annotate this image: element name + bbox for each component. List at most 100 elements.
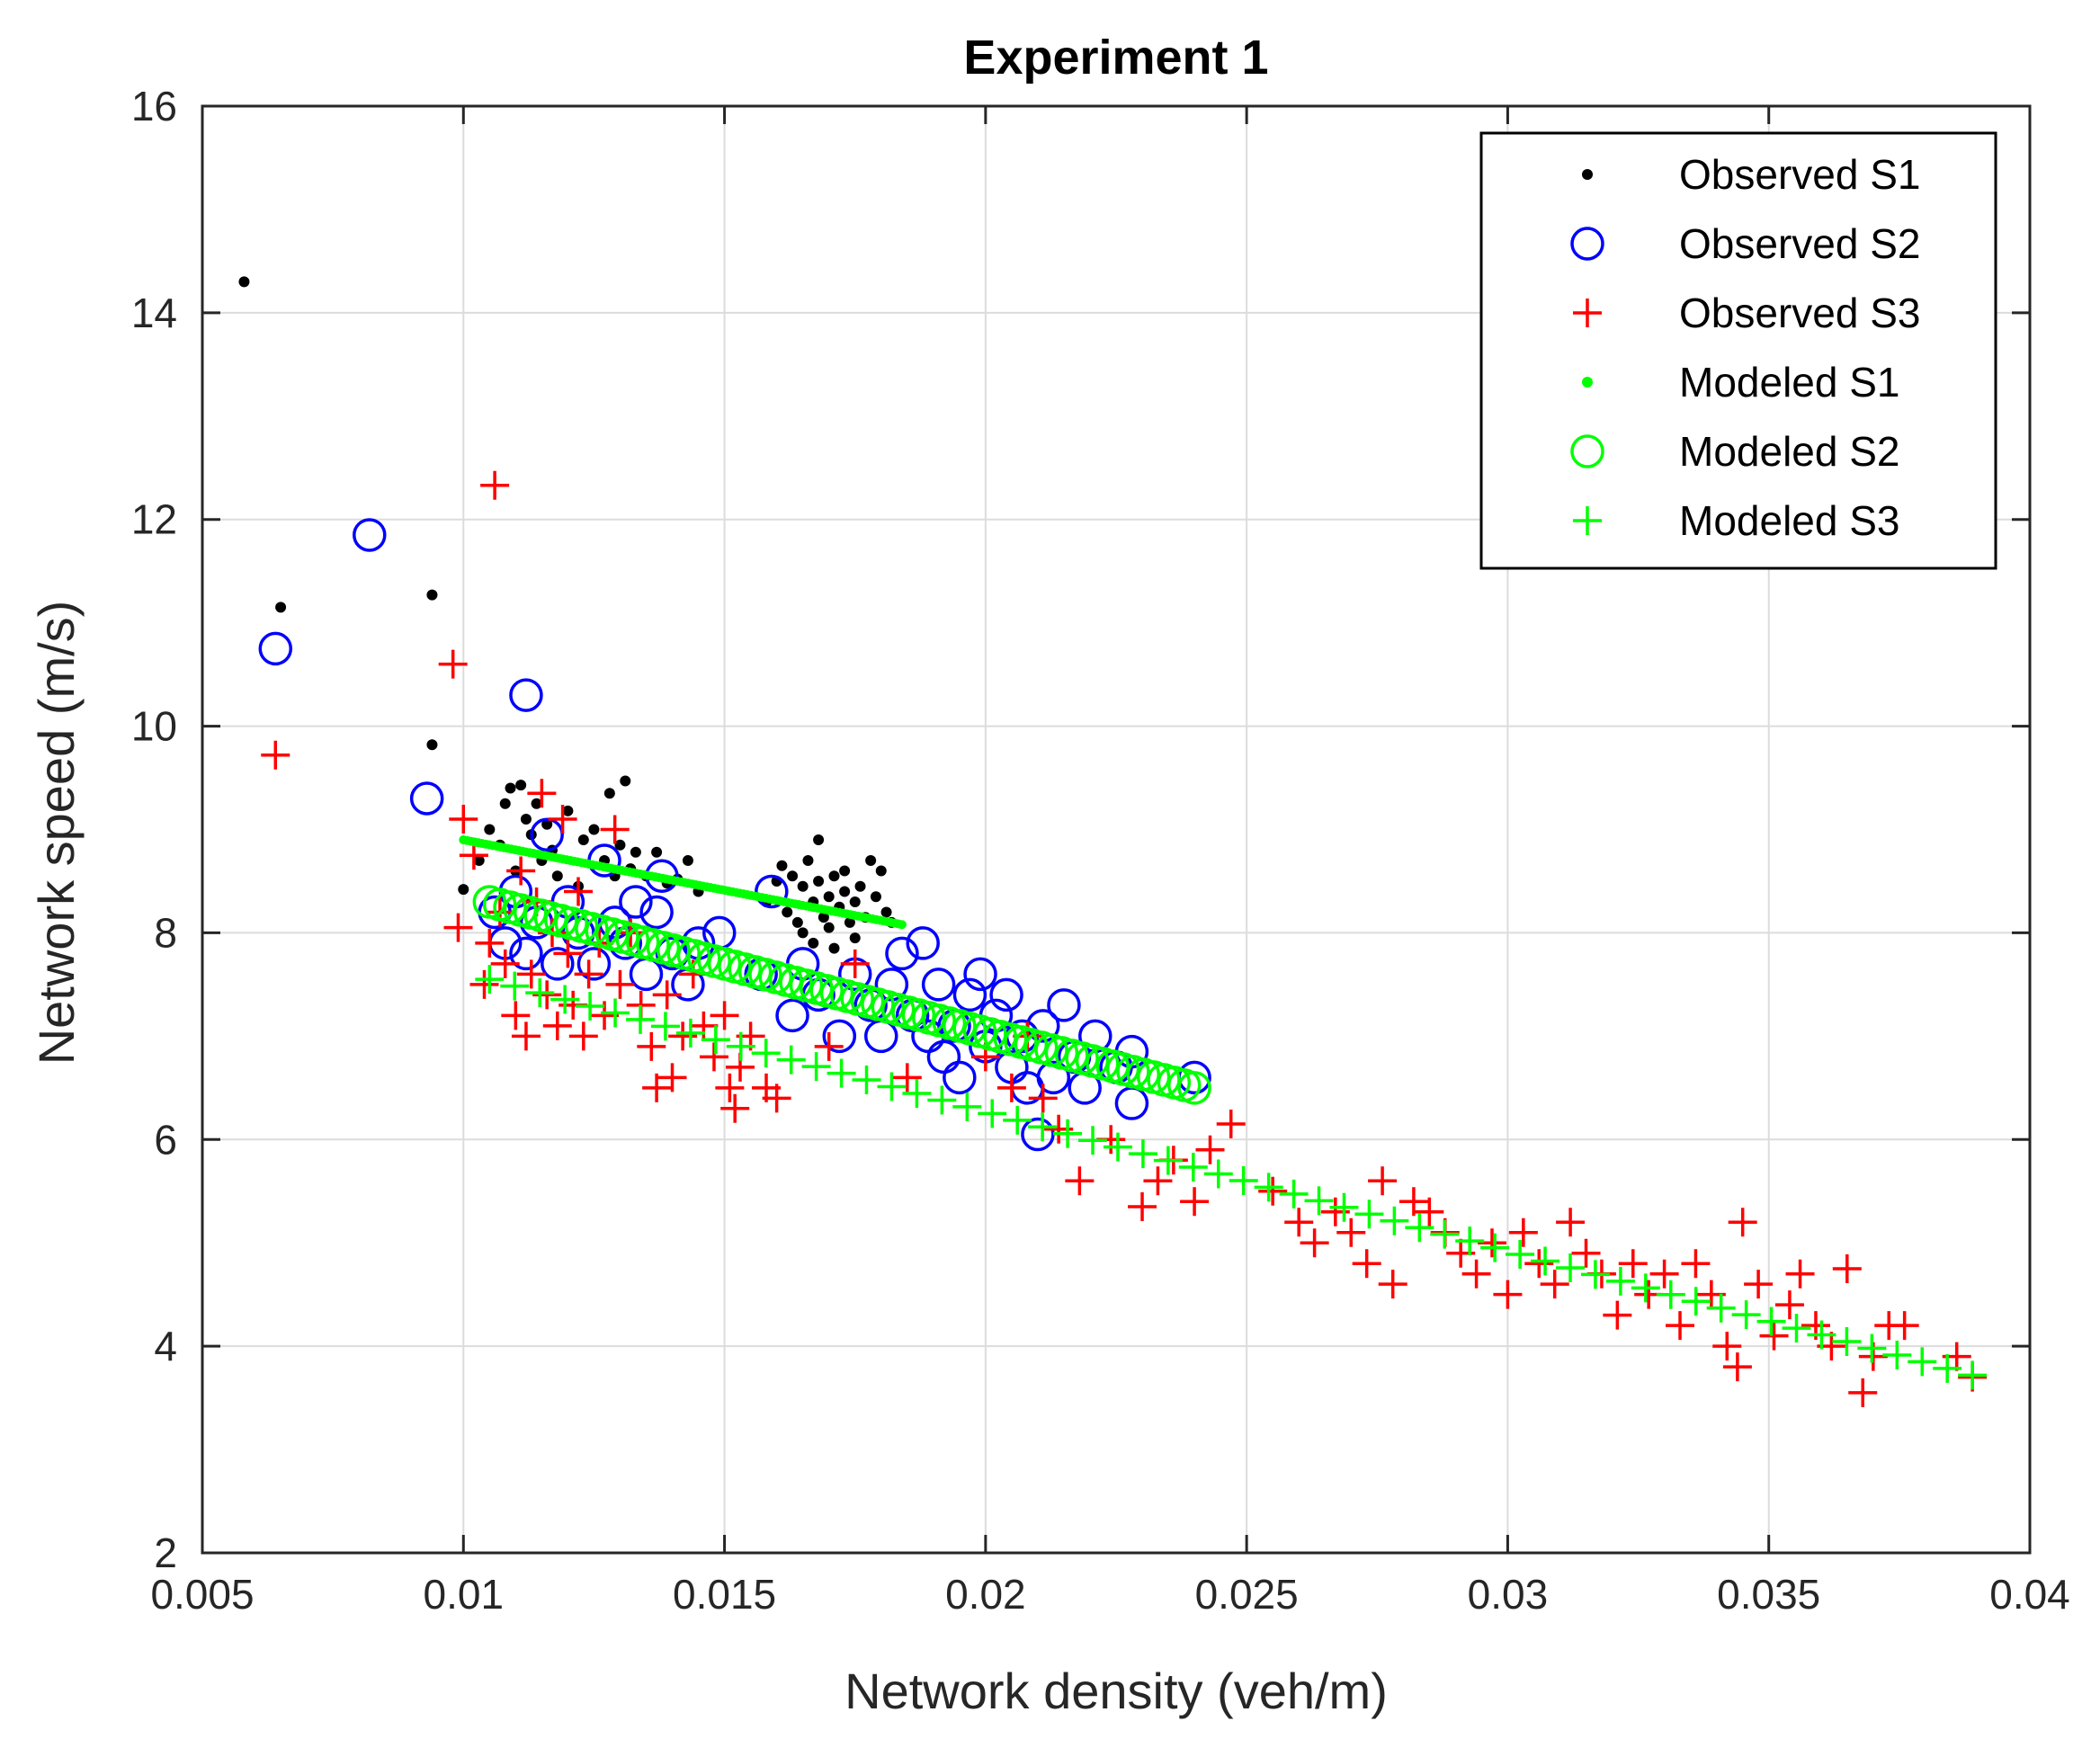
data-point bbox=[600, 815, 630, 844]
data-point bbox=[854, 880, 866, 892]
data-point bbox=[726, 1031, 755, 1061]
data-point bbox=[1540, 1270, 1569, 1299]
data-point bbox=[1195, 1135, 1225, 1164]
data-point bbox=[574, 959, 603, 989]
data-point bbox=[1430, 1219, 1460, 1249]
data-point bbox=[952, 1092, 982, 1121]
data-point bbox=[509, 678, 543, 712]
legend-marker bbox=[1573, 506, 1602, 535]
data-point bbox=[1712, 1332, 1742, 1361]
data-point bbox=[943, 1060, 977, 1095]
x-tick-label: 0.03 bbox=[1468, 1571, 1549, 1618]
data-point bbox=[1722, 1352, 1752, 1382]
data-point bbox=[525, 978, 555, 1008]
data-point bbox=[1368, 1166, 1398, 1196]
data-point bbox=[1329, 1192, 1359, 1222]
data-point bbox=[1605, 1266, 1635, 1296]
data-point bbox=[978, 1099, 1007, 1128]
data-point bbox=[701, 1025, 730, 1055]
data-point bbox=[1399, 1187, 1428, 1217]
legend-entry: Observed S1 bbox=[1582, 151, 1920, 198]
legend: Observed S1 Observed S2 Observed S3 Modeled… bbox=[1479, 131, 1997, 570]
data-point bbox=[550, 985, 580, 1014]
legend-marker bbox=[1573, 299, 1602, 327]
x-tick-label: 0.035 bbox=[1717, 1571, 1820, 1618]
data-point bbox=[1279, 1179, 1309, 1208]
data-point bbox=[1300, 1228, 1329, 1258]
data-point bbox=[1782, 1314, 1811, 1343]
data-point bbox=[775, 998, 809, 1033]
data-point bbox=[1807, 1320, 1836, 1350]
data-point bbox=[1531, 1246, 1560, 1276]
data-point bbox=[1731, 1300, 1761, 1330]
data-point bbox=[490, 949, 520, 978]
data-point bbox=[823, 891, 835, 903]
data-point bbox=[258, 631, 293, 666]
y-tick-label: 10 bbox=[131, 703, 177, 750]
data-point bbox=[515, 780, 527, 791]
data-point bbox=[1958, 1360, 1988, 1390]
data-point bbox=[475, 928, 505, 958]
data-point bbox=[840, 949, 870, 978]
x-tick-label: 0.04 bbox=[1989, 1571, 2070, 1618]
data-point bbox=[1128, 1191, 1157, 1221]
data-point bbox=[865, 854, 877, 866]
legend-label: Observed S1 bbox=[1679, 151, 1920, 198]
legend-box bbox=[1479, 131, 1997, 570]
data-point bbox=[668, 1021, 698, 1051]
data-point bbox=[548, 805, 577, 834]
data-point bbox=[1832, 1253, 1862, 1283]
y-tick-label: 16 bbox=[131, 83, 177, 129]
data-point bbox=[1744, 1270, 1774, 1299]
data-point bbox=[1759, 1321, 1789, 1351]
data-point bbox=[849, 932, 861, 944]
data-point bbox=[499, 798, 511, 809]
data-point bbox=[605, 969, 635, 999]
data-point bbox=[353, 518, 387, 552]
data-point bbox=[1728, 1208, 1757, 1237]
data-point bbox=[588, 824, 600, 835]
data-point bbox=[844, 916, 855, 928]
x-tick-label: 0.015 bbox=[673, 1571, 776, 1618]
data-point bbox=[516, 959, 546, 989]
data-point bbox=[897, 920, 907, 930]
data-point bbox=[1336, 1217, 1366, 1247]
data-point bbox=[823, 922, 835, 933]
data-point bbox=[509, 936, 543, 971]
data-point bbox=[1848, 1378, 1878, 1407]
data-point bbox=[1003, 1105, 1032, 1135]
data-point bbox=[1857, 1333, 1887, 1363]
legend-marker bbox=[1582, 169, 1593, 180]
data-point bbox=[801, 1052, 831, 1082]
data-point bbox=[797, 880, 809, 892]
legend-entry: Modeled S2 bbox=[1570, 428, 1900, 475]
data-point bbox=[818, 912, 829, 923]
data-point bbox=[1028, 1084, 1058, 1113]
data-point bbox=[880, 906, 892, 918]
data-point bbox=[577, 834, 589, 845]
data-point bbox=[532, 980, 562, 1010]
data-point bbox=[989, 977, 1023, 1012]
series-modeled-s3 bbox=[475, 965, 1988, 1390]
y-tick-label: 8 bbox=[154, 909, 177, 956]
legend-label: Modeled S2 bbox=[1679, 428, 1900, 475]
data-point bbox=[776, 860, 788, 871]
data-point bbox=[952, 977, 987, 1012]
x-tick-label: 0.025 bbox=[1195, 1571, 1299, 1618]
data-point bbox=[1354, 1199, 1384, 1229]
data-point bbox=[1556, 1208, 1586, 1237]
data-point bbox=[576, 947, 612, 981]
data-point bbox=[699, 1042, 728, 1072]
data-point bbox=[892, 1063, 922, 1092]
data-point bbox=[1666, 1311, 1695, 1341]
data-point bbox=[458, 884, 469, 896]
data-point bbox=[541, 818, 553, 830]
data-point bbox=[449, 805, 478, 834]
series-modeled-s1 bbox=[459, 834, 907, 930]
data-point bbox=[791, 916, 803, 928]
data-point bbox=[1706, 1293, 1736, 1323]
data-point bbox=[603, 788, 615, 799]
x-tick-label: 0.005 bbox=[150, 1571, 254, 1618]
data-point bbox=[1065, 1166, 1095, 1196]
